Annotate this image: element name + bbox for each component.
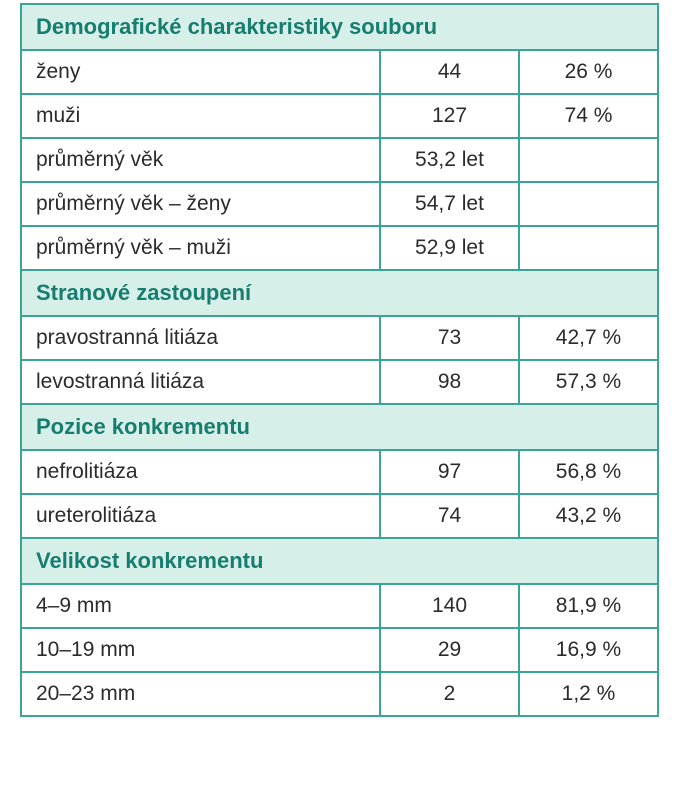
section-header-demographics: Demografické charakteristiky souboru [20, 3, 659, 51]
table-row: levostranná litiáza 98 57,3 % [20, 359, 659, 405]
table-row: 20–23 mm 2 1,2 % [20, 671, 659, 717]
row-percent: 26 % [518, 49, 659, 95]
row-percent [518, 225, 659, 271]
table-row: průměrný věk – muži 52,9 let [20, 225, 659, 271]
section-header-side: Stranové zastoupení [20, 269, 659, 317]
table-row: muži 127 74 % [20, 93, 659, 139]
row-value: 97 [379, 449, 520, 495]
row-label: ureterolitiáza [20, 493, 381, 539]
row-label: nefrolitiáza [20, 449, 381, 495]
row-value: 140 [379, 583, 520, 629]
row-label: pravostranná litiáza [20, 315, 381, 361]
table-row: průměrný věk – ženy 54,7 let [20, 181, 659, 227]
row-value: 52,9 let [379, 225, 520, 271]
row-label: muži [20, 93, 381, 139]
row-label: průměrný věk [20, 137, 381, 183]
row-percent: 57,3 % [518, 359, 659, 405]
row-label: 4–9 mm [20, 583, 381, 629]
row-value: 54,7 let [379, 181, 520, 227]
row-value: 44 [379, 49, 520, 95]
table-row: průměrný věk 53,2 let [20, 137, 659, 183]
section-title: Pozice konkrementu [20, 403, 659, 451]
row-percent: 16,9 % [518, 627, 659, 673]
table-row: 10–19 mm 29 16,9 % [20, 627, 659, 673]
table-row: nefrolitiáza 97 56,8 % [20, 449, 659, 495]
table-row: pravostranná litiáza 73 42,7 % [20, 315, 659, 361]
row-value: 73 [379, 315, 520, 361]
section-title: Stranové zastoupení [20, 269, 659, 317]
row-label: levostranná litiáza [20, 359, 381, 405]
row-label: průměrný věk – ženy [20, 181, 381, 227]
row-percent [518, 137, 659, 183]
data-table-container: Demografické charakteristiky souboru žen… [20, 3, 659, 717]
row-value: 74 [379, 493, 520, 539]
table-row: ženy 44 26 % [20, 49, 659, 95]
row-label: 10–19 mm [20, 627, 381, 673]
row-percent: 42,7 % [518, 315, 659, 361]
row-label: ženy [20, 49, 381, 95]
row-value: 53,2 let [379, 137, 520, 183]
row-percent [518, 181, 659, 227]
row-value: 2 [379, 671, 520, 717]
row-value: 29 [379, 627, 520, 673]
table-row: 4–9 mm 140 81,9 % [20, 583, 659, 629]
row-percent: 56,8 % [518, 449, 659, 495]
statistics-table: Demografické charakteristiky souboru žen… [20, 3, 659, 717]
row-value: 98 [379, 359, 520, 405]
section-title: Velikost konkrementu [20, 537, 659, 585]
row-percent: 43,2 % [518, 493, 659, 539]
table-row: ureterolitiáza 74 43,2 % [20, 493, 659, 539]
row-label: průměrný věk – muži [20, 225, 381, 271]
row-value: 127 [379, 93, 520, 139]
section-title: Demografické charakteristiky souboru [20, 3, 659, 51]
row-percent: 81,9 % [518, 583, 659, 629]
row-percent: 1,2 % [518, 671, 659, 717]
section-header-size: Velikost konkrementu [20, 537, 659, 585]
row-percent: 74 % [518, 93, 659, 139]
section-header-position: Pozice konkrementu [20, 403, 659, 451]
row-label: 20–23 mm [20, 671, 381, 717]
